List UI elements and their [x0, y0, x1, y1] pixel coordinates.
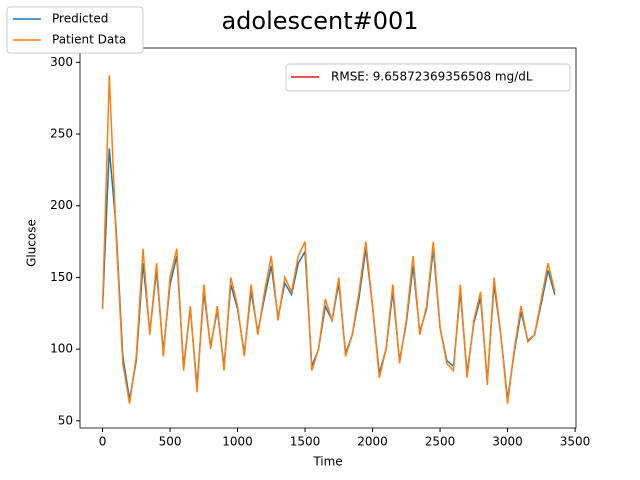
x-tick-label: 1500 [290, 435, 321, 449]
legend-box [285, 63, 571, 92]
line [101, 75, 556, 404]
x-tick-label: 500 [159, 435, 182, 449]
x-tick-label: 2500 [425, 435, 456, 449]
legend-label: Predicted [52, 12, 108, 26]
legend-label: Patient Data [52, 33, 126, 47]
x-tick-label: 3000 [492, 435, 523, 449]
y-tick-label: 300 [50, 55, 73, 69]
y-tick-label: 200 [50, 198, 73, 212]
x-tick-label: 3500 [560, 435, 591, 449]
plot-frame [79, 47, 577, 429]
y-axis-label: Glucose [25, 219, 39, 267]
y-tick-label: 100 [50, 342, 73, 356]
legend-label: RMSE: 9.65872369356508 mg/dL [331, 70, 533, 84]
x-tick-label: 2000 [357, 435, 388, 449]
x-axis-label: Time [312, 455, 342, 469]
x-tick-label: 0 [99, 435, 107, 449]
x-tick-label: 1000 [222, 435, 253, 449]
y-tick-label: 50 [58, 413, 73, 427]
y-tick-label: 250 [50, 127, 73, 141]
y-tick-label: 150 [50, 270, 73, 284]
chart-title: adolescent#001 [221, 7, 418, 35]
